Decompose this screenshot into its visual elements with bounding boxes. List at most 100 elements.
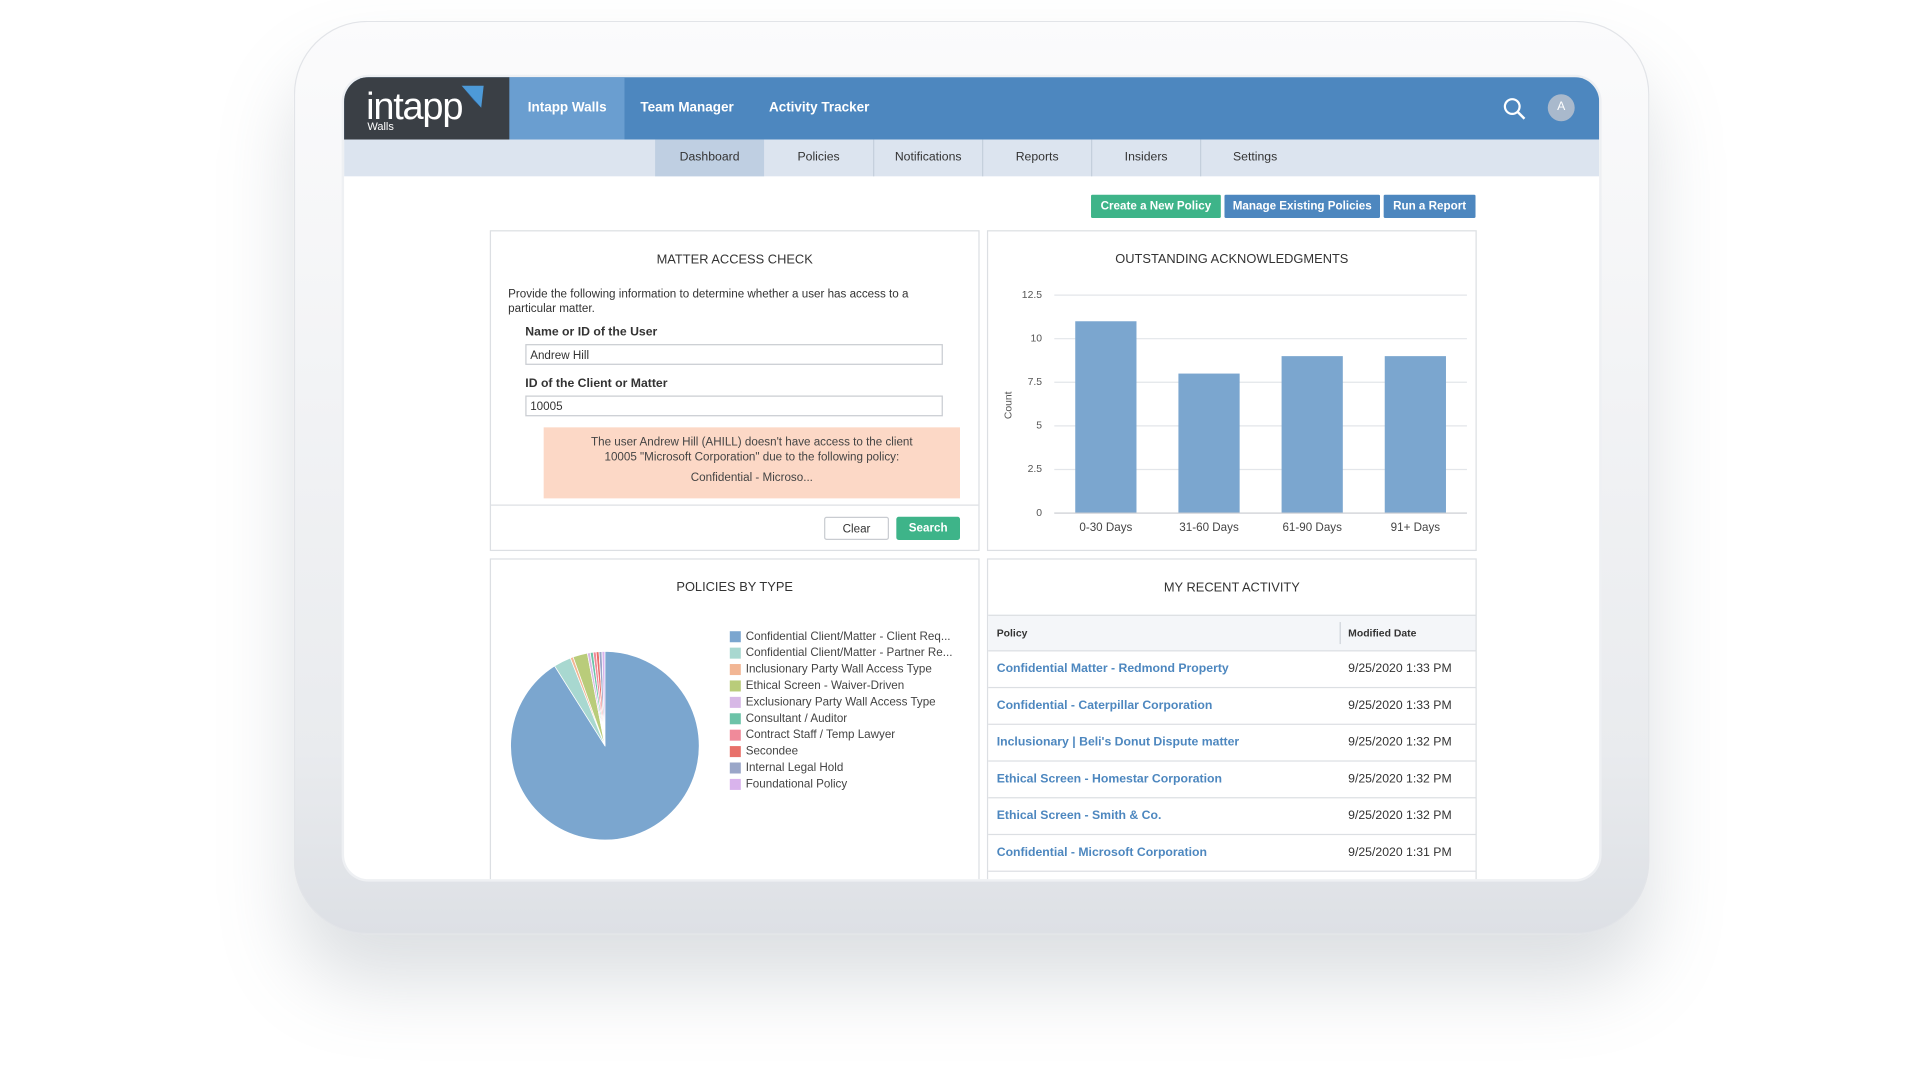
legend-label: Ethical Screen - Waiver-Driven (746, 679, 904, 692)
pie-chart: POLICIES BY TYPE Confidential Client/Mat… (510, 579, 953, 841)
bar-chart: OUTSTANDING ACKNOWLEDGMENTS Count 0 2.5 5 7… (1004, 251, 1467, 534)
legend-swatch (729, 746, 741, 758)
bar (1178, 373, 1240, 514)
table-row: Confidential - Microsoft Corporation 9/25… (988, 835, 1476, 872)
legend-label: Exclusionary Party Wall Access Type (746, 695, 936, 708)
legend-label: Internal Legal Hold (746, 761, 844, 774)
bar (1384, 356, 1446, 514)
policies-panel: POLICIES BY TYPE Confidential Client/Mat… (489, 558, 980, 880)
app-tab[interactable]: Intapp Walls (509, 77, 625, 140)
modified-date: 9/25/2020 1:32 PM (1348, 809, 1452, 823)
panel-title: MATTER ACCESS CHECK (656, 252, 813, 267)
result-box: The user Andrew Hill (AHILL) doesn't hav… (543, 427, 961, 499)
recent-activity-panel: MY RECENT ACTIVITY Policy Modified Date … (986, 558, 1477, 880)
policy-link[interactable]: Inclusionary | Beli's Donut Dispute matt… (996, 735, 1240, 750)
action-button[interactable]: Create a New Policy (1091, 194, 1221, 218)
clear-button[interactable]: Clear (824, 516, 889, 541)
column-header: Modified Date (1348, 626, 1417, 640)
nav-tab[interactable]: Insiders (1091, 139, 1200, 177)
user-input[interactable]: Andrew Hill (525, 344, 943, 365)
result-policy: Confidential - Microso... (690, 471, 813, 485)
nav-tab[interactable]: Dashboard (655, 139, 765, 177)
y-axis-label: Count (1004, 391, 1015, 419)
bar (1075, 321, 1137, 514)
legend-label: Confidential Client/Matter - Client Req.… (746, 630, 951, 643)
legend-label: Secondee (746, 745, 798, 758)
modified-date: 9/25/2020 1:33 PM (1348, 699, 1452, 713)
table-row: Inclusionary | Beli's Donut Dispute matt… (988, 725, 1476, 762)
logo-mark (461, 85, 484, 108)
nav-tab[interactable]: Policies (797, 150, 840, 165)
policy-link[interactable]: Confidential - Caterpillar Corporation (996, 699, 1213, 713)
chart-title: OUTSTANDING ACKNOWLEDGMENTS (1115, 251, 1348, 266)
result-text: The user Andrew Hill (AHILL) doesn't hav… (591, 435, 913, 465)
description: Provide the following information to det… (508, 287, 909, 316)
table-row: Ethical Screen - Smith & Co. 9/25/2020 1:… (988, 798, 1476, 836)
app-tab[interactable]: Team Manager (640, 100, 734, 116)
acknowledgments-panel: OUTSTANDING ACKNOWLEDGMENTS Count 0 2.5 5 7… (986, 230, 1477, 552)
top-bar: intapp Walls Intapp Walls Team Manager A… (344, 77, 1600, 140)
legend-swatch (729, 680, 741, 692)
y-tick-label: 10 (1030, 333, 1042, 344)
policy-link[interactable]: Confidential Matter - Redmond Property (996, 662, 1229, 676)
legend-label: Consultant / Auditor (746, 712, 848, 725)
modified-date: 9/25/2020 1:32 PM (1348, 735, 1452, 750)
legend-label: Contract Staff / Temp Lawyer (746, 728, 896, 741)
field-label: ID of the Client or Matter (525, 377, 668, 391)
search-button[interactable]: Search (896, 516, 961, 541)
legend-swatch (729, 631, 741, 643)
panel-title: MY RECENT ACTIVITY (1163, 580, 1300, 596)
matter-input[interactable]: 10005 (525, 395, 943, 417)
legend-swatch (729, 729, 741, 741)
modified-date: 9/25/2020 1:33 PM (1348, 662, 1452, 676)
modified-date: 9/25/2020 1:31 PM (1348, 846, 1452, 860)
table-row: Confidential Matter - Redmond Property 9/… (988, 651, 1476, 689)
matter-access-panel: MATTER ACCESS CHECK Provide the followin… (489, 230, 980, 552)
x-tick-label: 0-30 Days (1079, 521, 1132, 534)
divider (491, 504, 979, 506)
legend-swatch (729, 713, 741, 725)
y-tick-label: 5 (1036, 421, 1042, 432)
legend-swatch (729, 696, 741, 708)
pie-slice (601, 651, 606, 746)
y-tick-label: 12.5 (1022, 290, 1042, 301)
search-icon[interactable] (1502, 97, 1526, 121)
logo[interactable]: intapp Walls (344, 77, 510, 140)
nav-tab[interactable]: Reports (982, 139, 1091, 177)
field-label: Name or ID of the User (525, 325, 658, 340)
policy-link[interactable]: Confidential - Microsoft Corporation (996, 846, 1207, 860)
legend-swatch (729, 778, 741, 790)
x-tick-label: 91+ Days (1391, 521, 1441, 534)
avatar[interactable]: A (1547, 94, 1575, 122)
modified-date: 9/25/2020 1:32 PM (1348, 772, 1452, 787)
legend-label: Foundational Policy (746, 777, 848, 790)
product-name: Walls (367, 120, 394, 133)
legend-label: Inclusionary Party Wall Access Type (746, 663, 932, 676)
legend-label: Confidential Client/Matter - Partner Re.… (746, 646, 953, 659)
column-divider (1339, 622, 1341, 645)
action-button[interactable]: Run a Report (1383, 194, 1476, 218)
legend-swatch (729, 762, 741, 774)
x-tick-label: 31-60 Days (1179, 521, 1239, 534)
x-tick-label: 61-90 Days (1282, 521, 1342, 534)
legend-swatch (729, 664, 741, 676)
nav-tab[interactable]: Settings (1200, 139, 1309, 177)
chart-title: POLICIES BY TYPE (676, 579, 793, 594)
legend-swatch (729, 647, 741, 659)
column-header: Policy (996, 626, 1028, 640)
app-tab[interactable]: Activity Tracker (768, 100, 870, 116)
brand-name: intapp (366, 84, 463, 128)
y-tick-label: 0 (1036, 508, 1042, 519)
sub-nav: Dashboard Policies Notifications Reports Ins… (344, 139, 1600, 177)
bar (1281, 356, 1343, 514)
table-row: Ethical Screen - Homestar Corporation 9/2… (988, 762, 1476, 799)
y-tick-label: 7.5 (1028, 377, 1043, 388)
policy-link[interactable]: Ethical Screen - Homestar Corporation (996, 772, 1222, 787)
y-tick-label: 2.5 (1028, 464, 1043, 475)
nav-tab[interactable]: Notifications (873, 139, 982, 177)
action-button[interactable]: Manage Existing Policies (1224, 194, 1381, 218)
table-row: Confidential - Caterpillar Corporation 9/… (988, 688, 1476, 725)
policy-link[interactable]: Ethical Screen - Smith & Co. (996, 809, 1162, 823)
